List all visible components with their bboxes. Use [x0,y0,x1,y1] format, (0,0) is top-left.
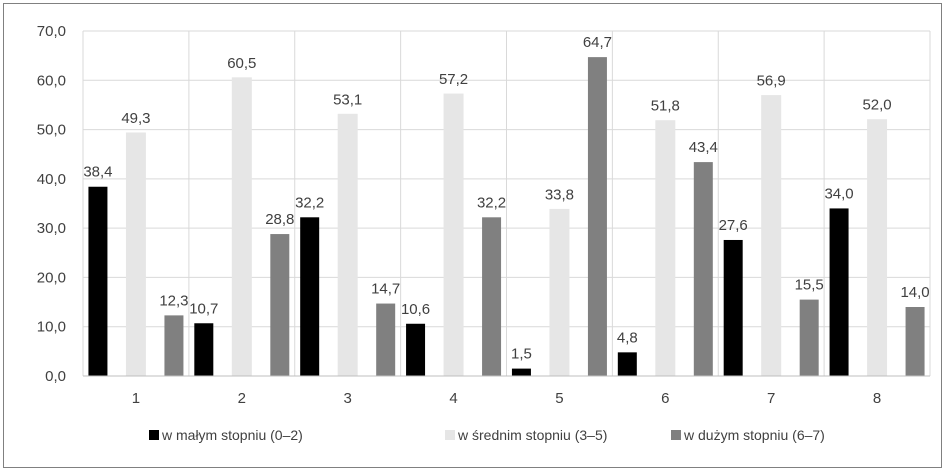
y-tick-label: 20,0 [37,269,66,286]
bar [655,120,676,377]
data-label: 43,4 [689,139,718,156]
x-tick-label: 5 [555,390,563,407]
data-label: 38,4 [83,164,112,181]
data-label: 1,5 [511,346,532,363]
bar [231,77,252,377]
bar [549,208,570,377]
legend-swatch [671,430,681,440]
x-tick-label: 6 [661,390,669,407]
data-label: 14,7 [371,281,400,298]
bar [164,315,184,376]
data-label: 52,0 [862,97,891,114]
y-tick-label: 30,0 [37,220,66,237]
data-label: 15,5 [795,277,824,294]
data-label: 27,6 [719,217,748,234]
y-tick-label: 0,0 [45,368,66,385]
legend-label: w dużym stopniu (6–7) [683,427,825,443]
legend-swatch [149,430,159,440]
data-label: 33,8 [545,186,574,203]
bar [693,162,713,376]
legend-label: w małym stopniu (0–2) [161,427,303,443]
bar [587,57,607,376]
data-label: 28,8 [265,211,294,228]
data-label: 4,8 [617,329,638,346]
x-tick-label: 4 [449,390,457,407]
bar [270,234,290,376]
bar [723,239,743,376]
data-label: 57,2 [439,71,468,88]
bar [406,323,426,376]
y-tick-label: 70,0 [37,23,66,40]
legend-label: w średnim stopniu (3–5) [457,427,607,443]
x-axis: 1 2 3 4 5 6 7 8 [83,375,930,407]
data-label: 64,7 [583,34,612,51]
data-label: 34,0 [824,185,853,202]
bar [443,93,464,377]
bar [867,119,888,377]
x-tick-label: 3 [344,390,352,407]
x-tick-label: 7 [767,390,775,407]
data-label: 32,2 [295,194,324,211]
bar [300,217,320,376]
data-label: 32,2 [477,194,506,211]
bar [799,299,819,376]
bar [905,307,925,376]
bar [125,132,146,377]
y-axis: 0,0 10,0 20,0 30,0 40,0 50,0 60,0 70,0 [37,23,66,385]
bar [511,368,531,376]
x-tick-label: 8 [873,390,881,407]
x-tick-label: 2 [238,390,246,407]
data-label: 53,1 [333,91,362,108]
y-tick-label: 60,0 [37,72,66,89]
bar [376,303,396,376]
data-label: 51,8 [651,98,680,115]
data-label: 56,9 [757,73,786,90]
y-tick-label: 10,0 [37,319,66,336]
bar [829,208,849,376]
legend: w małym stopniu (0–2) w średnim stopniu (… [149,427,825,443]
data-label: 12,3 [159,292,188,309]
bar [761,95,782,377]
legend-swatch [445,430,455,440]
data-label: 10,6 [401,301,430,318]
bar [482,217,502,376]
data-labels: 38,449,312,3 10,760,528,832,253,114,710,6… [83,34,929,362]
data-label: 14,0 [900,284,929,301]
data-label: 49,3 [121,110,150,127]
bar [88,186,108,376]
data-label: 10,7 [189,300,218,317]
bars [88,57,925,377]
data-label: 60,5 [227,55,256,72]
y-tick-label: 50,0 [37,122,66,139]
bar [617,352,637,376]
x-tick-label: 1 [132,390,140,407]
y-tick-label: 40,0 [37,171,66,188]
bar [194,323,214,376]
bar [337,113,358,377]
